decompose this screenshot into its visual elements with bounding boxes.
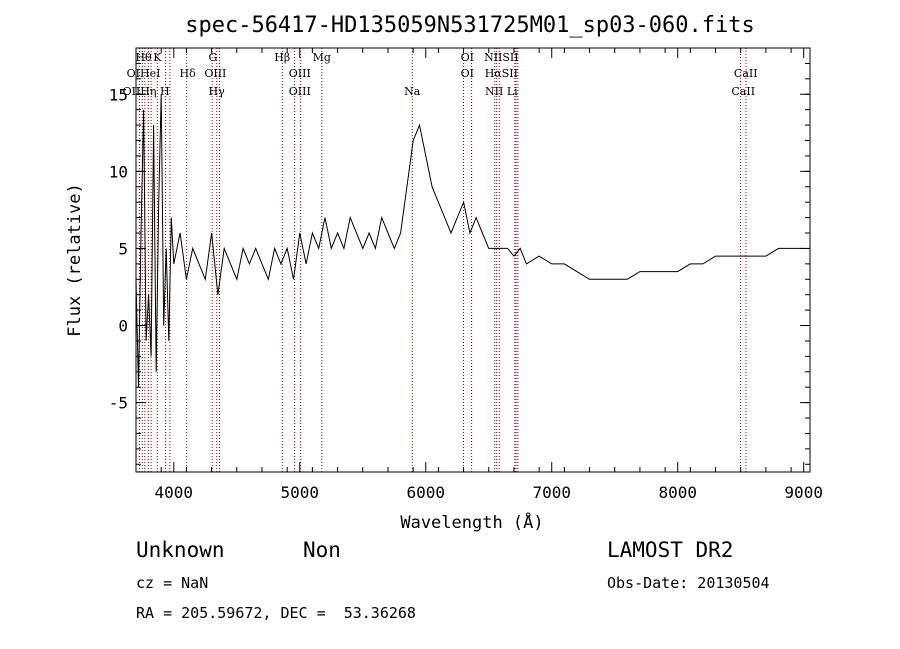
line-label: G [208, 51, 217, 64]
x-tick-label: 5000 [281, 483, 320, 502]
obs-date-label: Obs-Date: 20130504 [607, 574, 770, 592]
y-tick-label: 15 [109, 85, 128, 104]
chart-title: spec-56417-HD135059N531725M01_sp03-060.f… [185, 13, 755, 38]
y-axis-label: Flux (relative) [65, 183, 85, 337]
x-tick-label: 6000 [406, 483, 445, 502]
line-label: Hβ [274, 51, 290, 64]
x-tick-label: 7000 [532, 483, 571, 502]
y-tick-label: 0 [118, 317, 128, 336]
line-labels: Hθ K G Hβ Mg OI NIISII OIHeI Hδ OIII OIII OI HαSII Ca… [123, 51, 758, 98]
line-label: Hθ [135, 51, 152, 64]
x-tick-label: 8000 [658, 483, 697, 502]
line-label: NII Li [485, 85, 518, 98]
plot-frame [135, 47, 811, 473]
y-tick-label: -5 [109, 394, 128, 413]
y-tick-label: 10 [109, 162, 128, 181]
line-label: Mg [313, 51, 331, 64]
line-label: OIIHη H [123, 85, 170, 98]
spectrum-chart: spec-56417-HD135059N531725M01_sp03-060.f… [65, 13, 823, 533]
line-label: OI [461, 51, 474, 64]
x-axis-ticks: 4000 5000 6000 7000 8000 9000 [135, 48, 823, 502]
line-label: Na [404, 85, 421, 98]
line-label: NIISII [484, 51, 519, 64]
line-label: Hδ [180, 67, 197, 80]
line-label: CaII [731, 85, 755, 98]
line-label: OIII [204, 67, 226, 80]
line-label: OIII [289, 85, 311, 98]
line-label: CaII [734, 67, 758, 80]
survey-label: LAMOST DR2 [607, 538, 734, 562]
line-label: Hγ [209, 85, 226, 98]
line-label: OIHeI [127, 67, 161, 80]
class-label: Unknown [136, 538, 225, 562]
x-axis-label: Wavelength (Å) [400, 511, 543, 533]
line-label: HαSII [485, 67, 518, 80]
y-axis-ticks: -5 0 5 10 15 [109, 62, 810, 465]
y-tick-label: 5 [118, 239, 128, 258]
line-label: K [153, 51, 162, 64]
x-tick-label: 4000 [155, 483, 194, 502]
cz-label: cz = NaN [136, 574, 209, 592]
line-label: OIII [289, 67, 311, 80]
spectrum-line [135, 94, 804, 388]
x-tick-label: 9000 [784, 483, 823, 502]
line-label: OI [461, 67, 474, 80]
line-markers [138, 48, 747, 472]
subclass-label: Non [303, 538, 341, 562]
coords-label: RA = 205.59672, DEC = 53.36268 [136, 604, 416, 622]
